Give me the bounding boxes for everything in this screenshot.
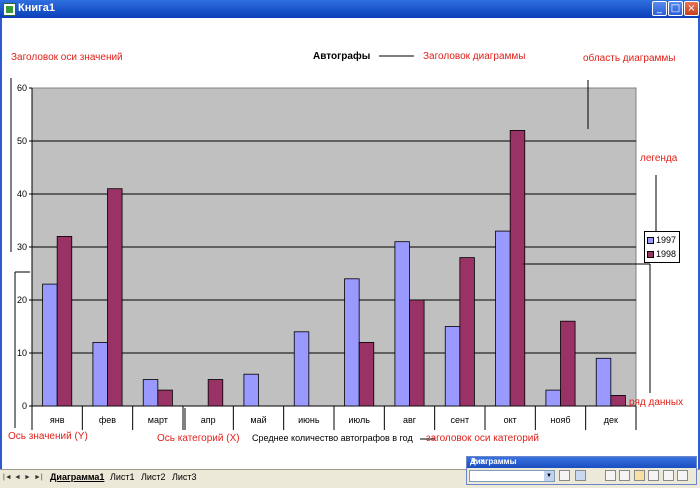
bar-1998-окт[interactable]	[509, 129, 526, 407]
annotation-chart-title: Заголовок диаграммы	[423, 51, 526, 62]
x-tick-label: дек	[604, 415, 618, 425]
bar-1998-авг[interactable]	[409, 299, 425, 407]
bar-1997-окт[interactable]	[495, 230, 511, 407]
close-button[interactable]: ×	[684, 1, 699, 16]
bar-1998-фев[interactable]	[107, 188, 123, 407]
annotation-value-axis-title: Заголовок оси значений	[11, 52, 123, 63]
x-tick-label: июль	[348, 415, 370, 425]
bar-1997-июль[interactable]	[344, 278, 360, 407]
x-tick-label: янв	[50, 415, 65, 425]
bar-1998-дек[interactable]	[610, 394, 626, 407]
y-tick-label: 40	[17, 189, 27, 199]
legend-item-1998[interactable]: 1998	[647, 249, 676, 259]
legend-swatch-1997	[647, 237, 654, 245]
chart-legend[interactable]: 1997 1998	[644, 231, 680, 263]
x-tick-label: окт	[504, 415, 517, 425]
angle-text-down-icon[interactable]	[663, 470, 674, 481]
y-tick-label: 20	[17, 295, 27, 305]
toolbar-titlebar[interactable]: Диаграммы ▼ ×	[467, 457, 696, 468]
last-sheet-button[interactable]: ►|	[34, 474, 43, 481]
title-bar: Книга1 _ □ ×	[0, 0, 700, 18]
legend-label-1998: 1998	[656, 249, 677, 259]
excel-app-icon	[3, 3, 16, 16]
minimize-button[interactable]: _	[652, 1, 667, 16]
x-tick-label: сент	[451, 415, 470, 425]
angle-text-up-icon[interactable]	[677, 470, 688, 481]
by-column-icon[interactable]	[648, 470, 659, 481]
data-table-icon[interactable]	[619, 470, 630, 481]
bar-1998-янв[interactable]	[56, 235, 73, 407]
prev-sheet-button[interactable]: ◄	[14, 474, 21, 481]
tab-diagramma1[interactable]: Диаграмма1	[50, 472, 105, 482]
legend-toggle-icon[interactable]	[605, 470, 616, 481]
annotation-chart-area: область диаграммы	[583, 53, 676, 64]
chart-toolbar[interactable]: Диаграммы ▼ × ▼	[466, 456, 697, 485]
x-tick-label: авг	[403, 415, 417, 425]
x-tick-label: март	[148, 415, 168, 425]
bar-1998-нояб[interactable]	[560, 320, 576, 407]
bar-1998-апр[interactable]	[207, 379, 224, 407]
y-tick-label: 30	[17, 242, 27, 252]
x-tick-label: фев	[99, 415, 116, 425]
tab-list3[interactable]: Лист3	[172, 472, 197, 482]
bar-1997-авг[interactable]	[394, 241, 410, 407]
legend-item-1997[interactable]: 1997	[647, 235, 676, 245]
x-tick-label: май	[250, 415, 266, 425]
maximize-button[interactable]: □	[668, 1, 683, 16]
by-row-icon[interactable]	[634, 470, 645, 481]
annotation-data-series: ряд данных	[629, 397, 684, 408]
annotation-category-axis: Ось категорий (X)	[157, 433, 240, 444]
tab-list2[interactable]: Лист2	[141, 472, 166, 482]
y-tick-label: 0	[22, 401, 27, 411]
bar-1997-янв[interactable]	[42, 283, 58, 407]
chevron-down-icon[interactable]: ▼	[544, 471, 554, 481]
bar-1997-март[interactable]	[142, 379, 159, 407]
x-tick-label: нояб	[550, 415, 570, 425]
bar-1997-фев[interactable]	[92, 341, 108, 407]
x-tick-label: апр	[201, 415, 216, 425]
legend-label-1997: 1997	[656, 235, 677, 245]
bar-1998-март[interactable]	[157, 389, 173, 407]
chart-title[interactable]: Автографы	[313, 51, 371, 62]
toolbar-title: Диаграммы	[470, 457, 517, 466]
y-tick-label: 60	[17, 83, 27, 93]
format-object-icon[interactable]	[559, 470, 570, 481]
chart-type-icon[interactable]	[575, 470, 586, 481]
legend-swatch-1998	[647, 251, 654, 259]
category-axis-title[interactable]: Среднее количество автографов в год	[252, 433, 413, 443]
y-tick-label: 50	[17, 136, 27, 146]
toolbar-close-button[interactable]: ▼ ×	[470, 457, 485, 466]
bar-1997-дек[interactable]	[595, 357, 612, 407]
window-title: Книга1	[18, 2, 55, 14]
annotation-value-axis: Ось значений (Y)	[8, 431, 88, 442]
y-tick-label: 10	[17, 348, 27, 358]
x-tick-label: июнь	[298, 415, 320, 425]
annotation-legend: легенда	[640, 153, 678, 164]
tab-list1[interactable]: Лист1	[110, 472, 135, 482]
bar-1997-май[interactable]	[243, 373, 259, 407]
first-sheet-button[interactable]: |◄	[3, 474, 12, 481]
bar-1997-нояб[interactable]	[545, 389, 561, 407]
chart-objects-select[interactable]: ▼	[469, 470, 555, 482]
bar-1998-июль[interactable]	[358, 341, 375, 407]
bar-1997-июнь[interactable]	[293, 331, 310, 407]
next-sheet-button[interactable]: ►	[24, 474, 31, 481]
bar-1997-сент[interactable]	[444, 326, 461, 407]
annotation-category-axis-title: заголовок оси категорий	[426, 433, 539, 444]
bar-1998-сент[interactable]	[459, 257, 475, 407]
